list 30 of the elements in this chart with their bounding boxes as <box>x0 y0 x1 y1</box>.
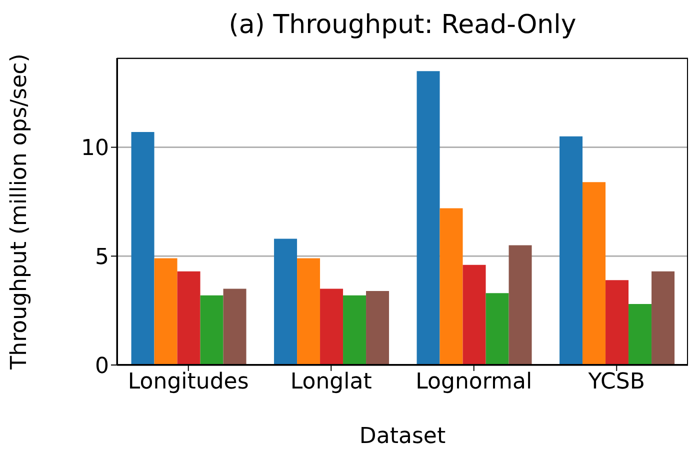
bar <box>560 136 583 365</box>
bar <box>508 245 532 365</box>
bar <box>274 238 298 365</box>
bar <box>343 295 366 365</box>
y-tick-label: 0 <box>95 354 109 379</box>
bar <box>652 271 675 365</box>
y-tick-label: 10 <box>81 136 109 162</box>
x-tick-label: YCSB <box>587 370 645 395</box>
bar <box>582 182 606 365</box>
x-tick-label: Longitudes <box>128 370 249 395</box>
y-tick-label: 5 <box>95 244 109 270</box>
bar <box>223 288 246 365</box>
bar <box>297 258 320 365</box>
y-axis-title: Throughput (million ops/sec) <box>6 54 32 370</box>
bar <box>606 280 629 365</box>
bar <box>320 288 344 365</box>
bar <box>440 208 463 365</box>
chart-title: (a) Throughput: Read-Only <box>228 9 578 42</box>
bar <box>366 290 390 365</box>
x-tick-label: Longlat <box>290 370 372 395</box>
bar <box>200 295 224 365</box>
x-tick-label: Lognormal <box>416 370 532 395</box>
bar <box>462 264 486 365</box>
bar <box>416 71 440 365</box>
bar <box>628 304 652 365</box>
x-axis-title: Dataset <box>359 424 446 449</box>
bar <box>486 293 509 365</box>
bar <box>177 271 200 365</box>
bar <box>131 132 154 365</box>
bar <box>154 258 178 365</box>
